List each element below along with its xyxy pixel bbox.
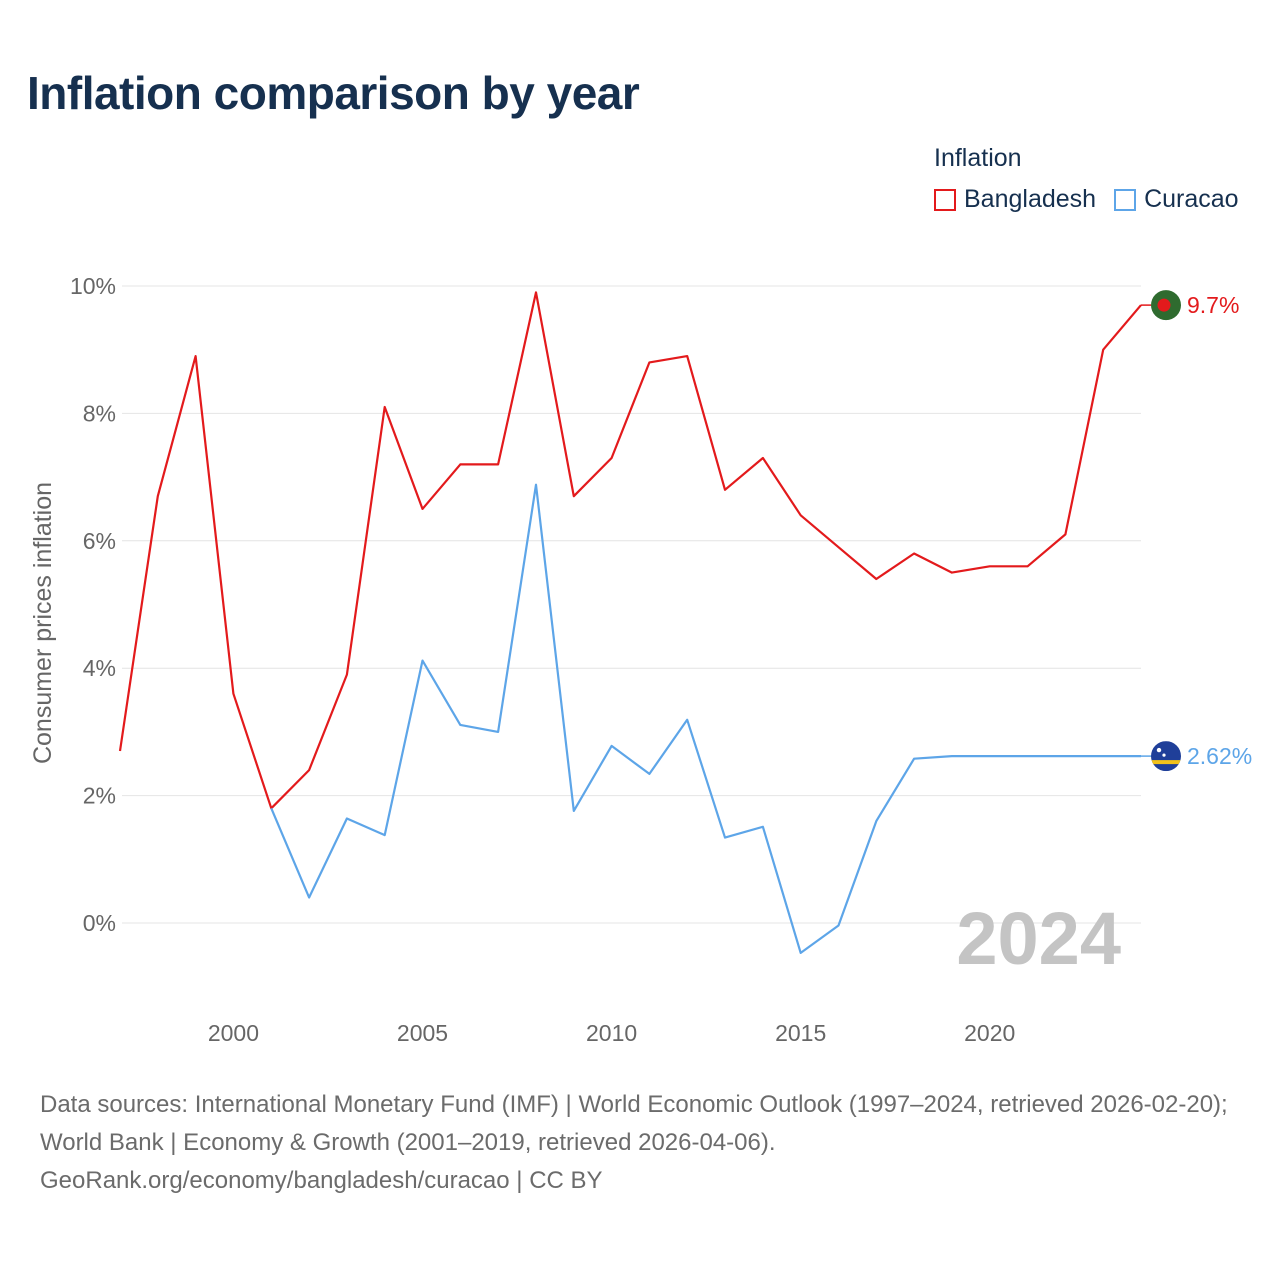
legend-item-curacao[interactable]: Curacao — [1114, 185, 1239, 214]
data-sources: Data sources: International Monetary Fun… — [40, 1091, 1228, 1156]
legend-item-bangladesh[interactable]: Bangladesh — [934, 185, 1096, 214]
x-tick-label-2015: 2015 — [775, 1020, 826, 1046]
curacao-flag-star-2 — [1162, 753, 1166, 757]
y-tick-label-10: 10% — [70, 273, 116, 299]
x-axis-ticks: 2000 2005 2010 2015 2020 — [208, 1020, 1015, 1046]
year-watermark: 2024 — [956, 897, 1121, 980]
x-tick-label-2000: 2000 — [208, 1020, 259, 1046]
series-line-bangladesh — [118, 291, 1142, 810]
bangladesh-flag-icon — [1151, 290, 1181, 321]
y-tick-label-0: 0% — [83, 910, 116, 936]
curacao-flag-star-1 — [1156, 747, 1162, 753]
y-tick-label-8: 8% — [83, 400, 116, 426]
y-axis-ticks: 0% 2% 4% 6% 8% 10% — [70, 273, 116, 936]
legend-swatch-bangladesh — [934, 188, 956, 211]
curacao-flag-stripe — [1151, 760, 1181, 765]
curacao-flag-body — [1151, 741, 1181, 772]
legend: Bangladesh Curacao — [934, 185, 1239, 214]
legend-label-bangladesh: Bangladesh — [964, 185, 1097, 213]
attribution[interactable]: GeoRank.org/economy/bangladesh/curacao |… — [40, 1167, 603, 1194]
x-tick-label-2005: 2005 — [397, 1020, 448, 1046]
legend-swatch-curacao — [1114, 188, 1137, 211]
y-tick-label-4: 4% — [83, 655, 116, 681]
y-tick-label-6: 6% — [83, 528, 116, 554]
curacao-flag-field — [1151, 741, 1181, 772]
footer: Data sources: International Monetary Fun… — [40, 1086, 1250, 1200]
end-label-curacao: 2.62% — [1187, 743, 1252, 769]
legend-title: Inflation — [934, 144, 1022, 172]
y-axis-title: Consumer prices inflation — [29, 482, 57, 764]
legend-label-curacao: Curacao — [1144, 185, 1239, 213]
series-layer — [118, 291, 1142, 955]
chart-title: Inflation comparison by year — [27, 67, 640, 119]
x-tick-label-2020: 2020 — [964, 1020, 1015, 1046]
gridlines — [122, 285, 1141, 924]
end-label-bangladesh: 9.7% — [1187, 292, 1239, 318]
y-tick-label-2: 2% — [83, 783, 116, 809]
end-markers: 9.7% 2.62% — [1141, 290, 1252, 772]
bangladesh-flag-disc — [1157, 298, 1171, 312]
series-line-curacao — [270, 483, 1141, 955]
curacao-flag-icon — [1151, 741, 1181, 772]
x-tick-label-2010: 2010 — [586, 1020, 637, 1046]
line-chart: 0% 2% 4% 6% 8% 10% 2000 2005 2010 2015 2020 Consu… — [29, 273, 1252, 1046]
